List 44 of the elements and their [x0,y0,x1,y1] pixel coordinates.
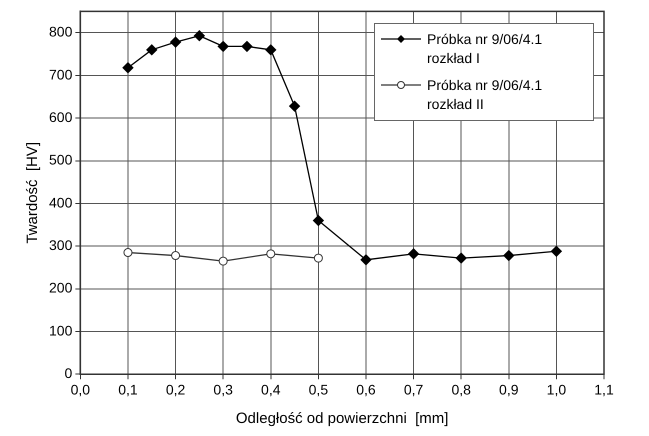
x-axis-title: Odległość od powierzchni [mm] [236,410,448,428]
y-tick-label: 600 [49,108,73,125]
x-tick-label: 0,1 [118,381,138,398]
y-tick-label: 300 [49,237,73,254]
point [218,40,229,52]
point [289,100,300,112]
point [360,254,372,266]
point [122,62,134,74]
x-tick-label: 0,9 [499,381,519,398]
y-tick-label: 100 [49,322,73,338]
point [312,215,324,226]
x-tick-label: 0,3 [213,381,234,398]
point [146,44,158,56]
x-tick-label: 0,7 [404,381,424,398]
y-tick-label: 500 [49,152,73,168]
point [314,254,323,263]
x-tick-label: 0,5 [308,381,328,398]
point [194,30,205,42]
point [241,40,252,52]
point [123,248,132,258]
point [503,250,514,262]
y-tick-label: 200 [49,280,73,296]
point [550,246,562,257]
x-tick-label: 0,8 [451,381,472,398]
x-tick-label: 0,0 [70,381,90,398]
x-tick-label: 0,2 [166,381,186,398]
y-tick-label: 0 [64,365,73,382]
point [265,44,276,56]
point [266,249,276,258]
y-axis-title: Twardość [HV] [24,142,42,244]
x-tick-label: 0,4 [261,381,281,398]
point [170,36,182,48]
legend-label: Próbka nr 9/06/4.1 rozkład II [427,76,544,114]
x-tick-label: 1,1 [594,381,614,398]
point [456,252,467,264]
legend-label: Próbka nr 9/06/4.1 rozkład I [427,30,544,68]
y-tick-label: 700 [49,66,73,82]
y-tick-label: 800 [49,24,73,40]
x-tick-label: 1,0 [546,381,566,398]
point [171,251,180,260]
x-tick-label: 0,6 [356,381,376,398]
point [408,248,420,260]
y-tick-label: 400 [49,194,73,210]
point [218,256,228,266]
